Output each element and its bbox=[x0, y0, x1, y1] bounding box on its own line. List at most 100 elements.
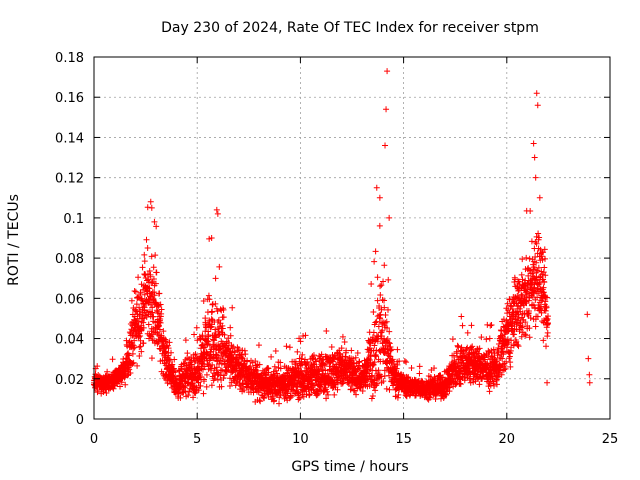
data-point bbox=[148, 204, 155, 211]
data-point bbox=[205, 331, 212, 338]
data-point bbox=[242, 351, 249, 358]
data-point bbox=[535, 264, 542, 271]
data-point bbox=[325, 391, 332, 398]
data-point bbox=[136, 353, 143, 360]
data-point bbox=[527, 207, 534, 214]
data-point bbox=[515, 315, 522, 322]
data-point bbox=[265, 393, 272, 400]
data-point bbox=[157, 319, 164, 326]
data-point bbox=[229, 304, 236, 311]
data-point bbox=[486, 335, 493, 342]
data-point bbox=[252, 358, 259, 365]
data-point bbox=[483, 336, 490, 343]
data-point bbox=[172, 369, 179, 376]
data-point bbox=[227, 332, 234, 339]
data-point bbox=[375, 367, 382, 374]
data-point bbox=[519, 256, 526, 263]
data-point bbox=[507, 363, 514, 370]
data-point bbox=[331, 391, 338, 398]
data-point bbox=[515, 287, 522, 294]
data-point bbox=[247, 363, 254, 370]
data-point bbox=[235, 345, 242, 352]
data-point bbox=[522, 332, 529, 339]
x-axis-ticks: 0 5 10 15 20 25 bbox=[90, 57, 618, 447]
data-point bbox=[314, 391, 321, 398]
data-point bbox=[533, 240, 540, 247]
data-point bbox=[255, 342, 262, 349]
data-point bbox=[379, 327, 386, 334]
data-point bbox=[200, 297, 207, 304]
data-point bbox=[256, 361, 263, 368]
x-tick-label: 20 bbox=[499, 432, 516, 447]
data-point bbox=[129, 350, 136, 357]
data-point bbox=[536, 274, 543, 281]
x-tick-label: 0 bbox=[90, 432, 98, 447]
data-point bbox=[529, 270, 536, 277]
data-point bbox=[519, 276, 526, 283]
data-point bbox=[200, 390, 207, 397]
data-point bbox=[140, 319, 147, 326]
data-point bbox=[533, 259, 540, 266]
data-point bbox=[323, 327, 330, 334]
data-point bbox=[381, 262, 388, 269]
data-point bbox=[348, 347, 355, 354]
data-point bbox=[144, 245, 151, 252]
data-point bbox=[382, 142, 389, 149]
x-tick-label: 15 bbox=[395, 432, 412, 447]
data-point bbox=[150, 275, 157, 282]
data-point bbox=[507, 302, 514, 309]
data-point bbox=[208, 235, 215, 241]
data-point bbox=[385, 276, 392, 283]
data-point bbox=[519, 323, 526, 330]
data-point bbox=[273, 367, 280, 374]
data-point bbox=[481, 354, 488, 361]
data-point bbox=[296, 335, 303, 342]
data-point bbox=[134, 362, 141, 369]
data-point bbox=[287, 392, 294, 399]
data-point bbox=[541, 264, 548, 271]
data-point bbox=[299, 351, 306, 358]
data-point bbox=[371, 258, 378, 265]
data-point bbox=[227, 324, 234, 331]
data-point bbox=[504, 336, 511, 343]
data-point bbox=[318, 351, 325, 358]
data-point bbox=[144, 204, 151, 211]
data-point bbox=[270, 393, 277, 400]
data-point bbox=[160, 328, 167, 335]
data-point bbox=[149, 278, 156, 285]
data-point bbox=[521, 331, 528, 338]
data-point bbox=[156, 290, 163, 297]
data-point bbox=[534, 267, 541, 274]
data-point bbox=[180, 383, 187, 390]
y-tick-label: 0.16 bbox=[55, 91, 84, 106]
data-point bbox=[155, 339, 162, 346]
data-point bbox=[135, 274, 142, 281]
data-point bbox=[324, 388, 331, 395]
data-point bbox=[386, 214, 393, 221]
data-point bbox=[94, 363, 101, 370]
data-point bbox=[130, 359, 137, 366]
data-point bbox=[128, 297, 135, 304]
data-point bbox=[211, 375, 218, 382]
data-point bbox=[226, 375, 233, 382]
data-point bbox=[126, 329, 133, 336]
y-axis-ticks: 0 0.02 0.04 0.06 0.08 0.1 0.12 0.14 0.16 0.18 bbox=[55, 51, 610, 428]
data-point bbox=[171, 356, 178, 363]
data-point bbox=[543, 343, 550, 350]
data-point bbox=[378, 282, 385, 289]
data-point bbox=[526, 255, 533, 262]
data-point bbox=[135, 334, 142, 341]
x-tick-label: 5 bbox=[193, 432, 201, 447]
data-point bbox=[369, 393, 376, 400]
data-point bbox=[377, 283, 384, 290]
data-point bbox=[195, 387, 202, 394]
data-point bbox=[150, 313, 157, 320]
data-point bbox=[341, 338, 348, 345]
data-point bbox=[386, 386, 393, 393]
data-point bbox=[518, 271, 525, 278]
data-point bbox=[384, 364, 391, 371]
data-point bbox=[527, 315, 534, 322]
y-tick-label: 0.08 bbox=[55, 252, 84, 267]
data-point bbox=[383, 106, 390, 113]
